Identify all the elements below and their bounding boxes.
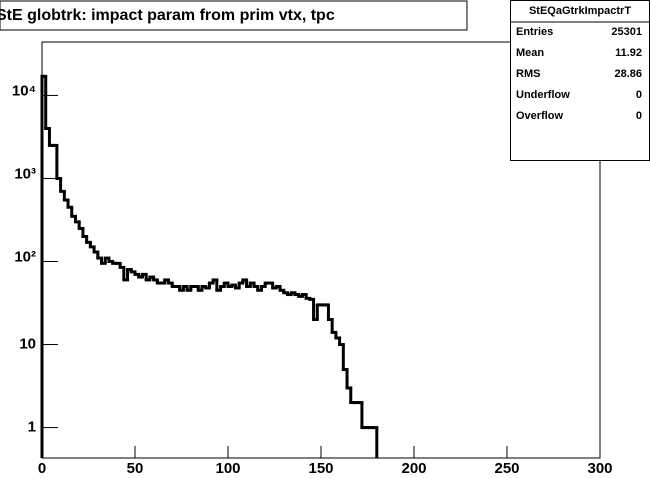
x-tick-label: 50 — [127, 460, 144, 477]
y-tick-label: 10³ — [14, 165, 36, 182]
y-tick-label: 1 — [28, 419, 36, 436]
stats-label: Mean — [516, 47, 544, 59]
stats-label: Entries — [516, 26, 553, 38]
stats-value: 0 — [636, 89, 642, 101]
y-tick-label: 10 — [19, 335, 36, 352]
stats-value: 11.92 — [615, 47, 642, 59]
x-tick-label: 300 — [587, 460, 612, 477]
stats-label: Overflow — [516, 110, 564, 122]
x-tick-label: 250 — [494, 460, 519, 477]
stats-box — [510, 0, 650, 161]
x-tick-label: 200 — [401, 460, 426, 477]
stats-title: StEQaGtrkImpactrT — [529, 5, 631, 17]
x-tick-label: 150 — [308, 460, 333, 477]
stats-label: Underflow — [516, 89, 570, 101]
stats-value: 0 — [636, 110, 642, 122]
title-box — [0, 0, 468, 31]
stats-value: 28.86 — [614, 68, 642, 80]
chart-title: StE globtrk: impact param from prim vtx,… — [0, 7, 335, 24]
y-tick-label: 10² — [14, 248, 36, 265]
x-tick-label: 0 — [38, 460, 46, 477]
stats-label: RMS — [516, 68, 540, 80]
stats-value: 25301 — [611, 26, 642, 38]
y-tick-label: 10⁴ — [12, 82, 36, 99]
x-tick-label: 100 — [215, 460, 240, 477]
